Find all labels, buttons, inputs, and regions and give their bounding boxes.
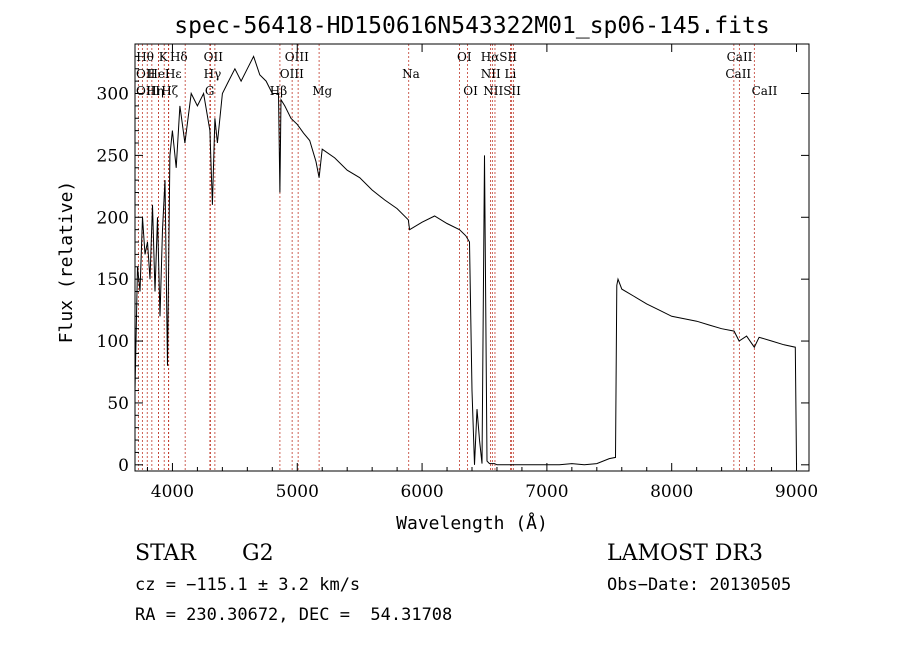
ra-dec: RA = 230.30672, DEC = 54.31708	[135, 605, 452, 625]
y-axis: 0 50 100 150 200 250 300	[97, 55, 809, 476]
line-label-14: NII Li	[481, 67, 517, 81]
line-label-21: Mg	[312, 84, 332, 98]
y-tick-label-0: 0	[118, 456, 129, 476]
line-label-0: Hθ	[136, 50, 154, 64]
survey-name: LAMOST DR3	[607, 541, 763, 566]
object-class: STAR	[135, 541, 197, 566]
y-tick-label-2: 100	[97, 332, 129, 352]
redshift-cz: cz = −115.1 ± 3.2 km/s	[135, 575, 360, 595]
line-label-5: OI	[457, 50, 472, 64]
line-label-15: CaII	[725, 67, 751, 81]
line-label-4: OIII	[285, 50, 309, 64]
line-label-9: HeI	[147, 67, 170, 81]
line-label-12: OIII	[280, 67, 304, 81]
x-tick-label-1: 5000	[276, 482, 319, 502]
line-label-19: G	[205, 84, 215, 98]
line-label-17: Hη	[146, 84, 164, 98]
emission-line-markers	[137, 44, 755, 471]
object-subclass: G2	[242, 541, 274, 566]
line-label-1: K	[159, 50, 169, 64]
x-axis: 4000 5000 6000 7000 8000 9000	[146, 44, 818, 502]
line-label-2: Hδ	[170, 50, 188, 64]
y-tick-label-5: 250	[97, 146, 129, 166]
chart-title: spec-56418-HD150616N543322M01_sp06-145.f…	[174, 13, 769, 39]
plot-frame	[134, 43, 810, 472]
x-tick-label-3: 7000	[525, 482, 568, 502]
x-tick-label-0: 4000	[151, 482, 194, 502]
spectrum-series-line	[134, 55, 797, 466]
line-label-6: HαSII	[481, 50, 518, 64]
line-label-11: Hγ	[204, 67, 222, 81]
line-label-3: OII	[204, 50, 224, 64]
line-label-24: CaII	[752, 84, 778, 98]
y-tick-label-3: 150	[97, 270, 129, 290]
line-label-18: Hζ	[161, 84, 178, 98]
x-axis-label: Wavelength (Å)	[396, 512, 548, 534]
line-label-8: OII	[136, 67, 156, 81]
line-label-20: Hβ	[270, 84, 287, 98]
line-label-22: OI	[463, 84, 478, 98]
line-label-7: CaII	[727, 50, 753, 64]
x-tick-label-2: 6000	[400, 482, 443, 502]
line-label-10: Hε	[165, 67, 182, 81]
line-label-23: NIISII	[483, 84, 521, 98]
obs-date: Obs−Date: 20130505	[607, 575, 791, 595]
line-label-16: OIII	[136, 84, 160, 98]
y-tick-label-4: 200	[97, 208, 129, 228]
line-label-13: Na	[402, 67, 420, 81]
y-axis-label: Flux (relative)	[56, 181, 77, 344]
y-tick-label-6: 300	[97, 85, 129, 105]
x-tick-label-5: 9000	[775, 482, 818, 502]
y-tick-label-1: 50	[107, 394, 129, 414]
x-tick-label-4: 8000	[650, 482, 693, 502]
